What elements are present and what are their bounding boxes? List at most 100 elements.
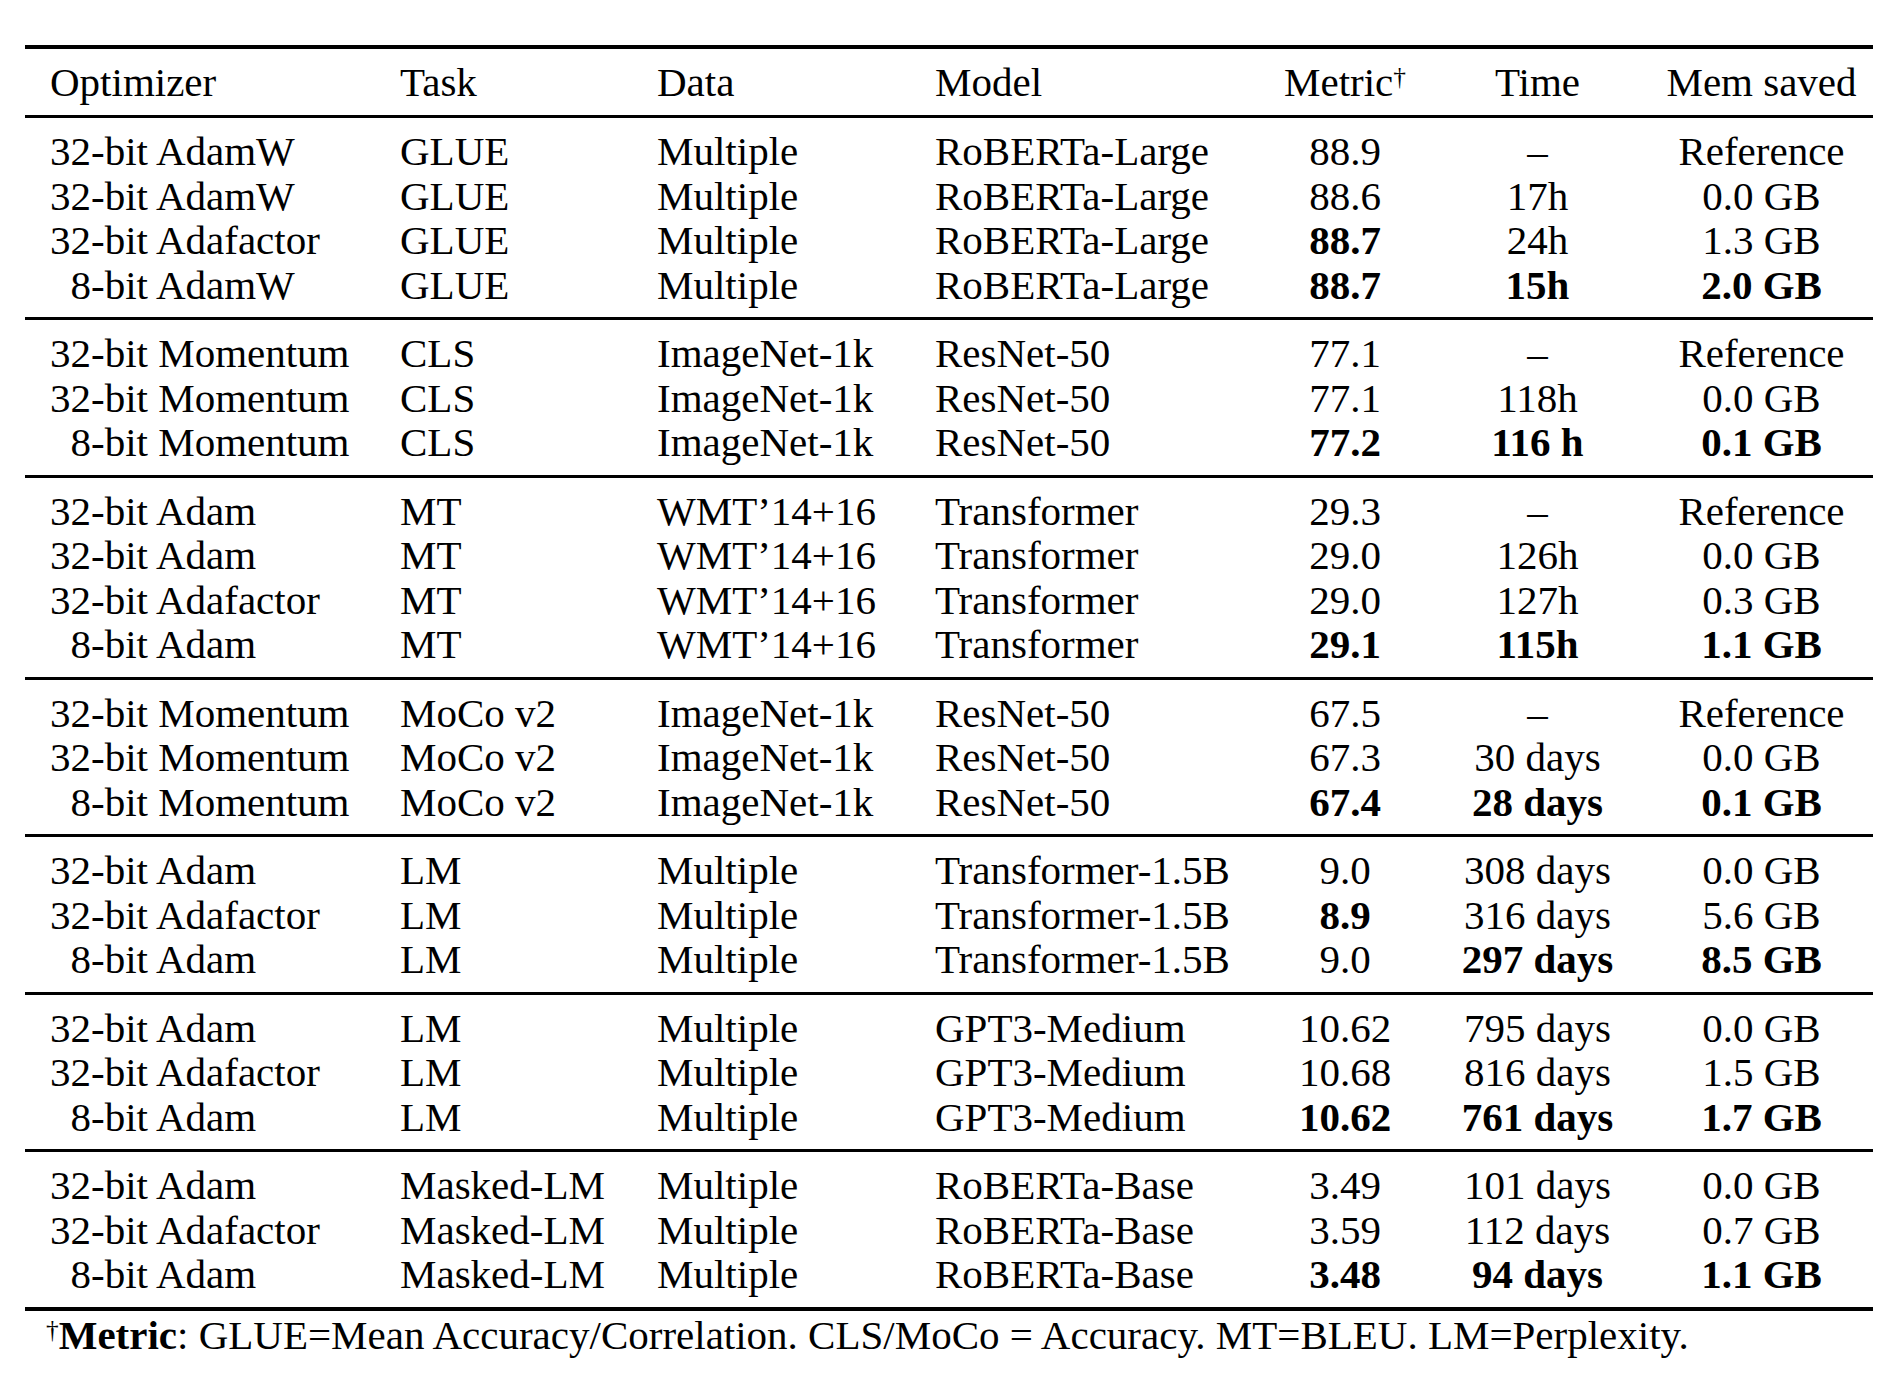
cell-data: Multiple — [657, 174, 935, 219]
cell-data: Multiple — [657, 1095, 935, 1151]
cell-optimizer: 32-bit Adafactor — [25, 218, 400, 263]
cell-metric: 8.9 — [1265, 893, 1425, 938]
cell-task: Masked-LM — [400, 1208, 657, 1253]
cell-metric: 29.0 — [1265, 578, 1425, 623]
table-row: 32-bit AdamMTWMT’14+16Transformer29.3–Re… — [25, 476, 1873, 533]
table-row: 32-bit AdamMasked-LMMultipleRoBERTa-Base… — [25, 1151, 1873, 1208]
cell-optimizer: 8-bit Momentum — [25, 780, 400, 836]
cell-model: ResNet-50 — [935, 319, 1265, 376]
cell-optimizer: 32-bit Adam — [25, 993, 400, 1050]
table-row: 32-bit AdafactorGLUEMultipleRoBERTa-Larg… — [25, 218, 1873, 263]
cell-data: Multiple — [657, 117, 935, 174]
cell-task: LM — [400, 937, 657, 993]
cell-mem-saved: 0.3 GB — [1650, 578, 1873, 623]
cell-data: Multiple — [657, 218, 935, 263]
cell-data: Multiple — [657, 263, 935, 319]
cell-task: MT — [400, 533, 657, 578]
cell-metric: 10.68 — [1265, 1050, 1425, 1095]
table-row: 32-bit AdamWGLUEMultipleRoBERTa-Large88.… — [25, 174, 1873, 219]
cell-task: CLS — [400, 376, 657, 421]
cell-time: – — [1425, 476, 1650, 533]
col-header-model: Model — [935, 47, 1265, 117]
dagger-icon: † — [46, 1315, 59, 1343]
cell-data: Multiple — [657, 1050, 935, 1095]
cell-model: Transformer — [935, 578, 1265, 623]
cell-task: MT — [400, 476, 657, 533]
table-row: 32-bit AdamMTWMT’14+16Transformer29.0126… — [25, 533, 1873, 578]
cell-optimizer: 32-bit Momentum — [25, 376, 400, 421]
cell-metric: 67.3 — [1265, 735, 1425, 780]
cell-metric: 29.0 — [1265, 533, 1425, 578]
cell-time: 115h — [1425, 622, 1650, 678]
cell-model: GPT3-Medium — [935, 1095, 1265, 1151]
cell-model: RoBERTa-Large — [935, 117, 1265, 174]
cell-data: WMT’14+16 — [657, 476, 935, 533]
col-header-metric: Metric† — [1265, 47, 1425, 117]
cell-model: RoBERTa-Base — [935, 1252, 1265, 1309]
table-row: 8-bit MomentumMoCo v2ImageNet-1kResNet-5… — [25, 780, 1873, 836]
cell-time: 17h — [1425, 174, 1650, 219]
cell-mem-saved: 2.0 GB — [1650, 263, 1873, 319]
cell-task: LM — [400, 993, 657, 1050]
table-row: 32-bit AdafactorMasked-LMMultipleRoBERTa… — [25, 1208, 1873, 1253]
cell-metric: 77.1 — [1265, 376, 1425, 421]
cell-task: MT — [400, 622, 657, 678]
cell-time: 112 days — [1425, 1208, 1650, 1253]
cell-model: Transformer — [935, 622, 1265, 678]
table-row: 32-bit AdamLMMultipleTransformer-1.5B9.0… — [25, 836, 1873, 893]
table-row: 8-bit AdamMTWMT’14+16Transformer29.1115h… — [25, 622, 1873, 678]
table-group-6: 32-bit AdamLMMultipleGPT3-Medium10.62795… — [25, 993, 1873, 1151]
cell-optimizer: 32-bit Momentum — [25, 678, 400, 735]
cell-metric: 88.7 — [1265, 263, 1425, 319]
cell-time: 118h — [1425, 376, 1650, 421]
cell-time: 15h — [1425, 263, 1650, 319]
cell-model: GPT3-Medium — [935, 993, 1265, 1050]
table-group-4: 32-bit MomentumMoCo v2ImageNet-1kResNet-… — [25, 678, 1873, 836]
cell-model: ResNet-50 — [935, 420, 1265, 476]
header-row: OptimizerTaskDataModelMetric†TimeMem sav… — [25, 47, 1873, 117]
cell-task: MT — [400, 578, 657, 623]
cell-model: ResNet-50 — [935, 780, 1265, 836]
cell-optimizer: 8-bit AdamW — [25, 263, 400, 319]
cell-data: Multiple — [657, 1151, 935, 1208]
cell-model: Transformer — [935, 533, 1265, 578]
cell-optimizer: 8-bit Adam — [25, 1252, 400, 1309]
table-row: 32-bit MomentumCLSImageNet-1kResNet-5077… — [25, 319, 1873, 376]
cell-optimizer: 32-bit Momentum — [25, 319, 400, 376]
footnote: †Metric: GLUE=Mean Accuracy/Correlation.… — [46, 1313, 1689, 1357]
table-group-7: 32-bit AdamMasked-LMMultipleRoBERTa-Base… — [25, 1151, 1873, 1309]
cell-time: – — [1425, 117, 1650, 174]
cell-mem-saved: 1.1 GB — [1650, 1252, 1873, 1309]
cell-metric: 67.4 — [1265, 780, 1425, 836]
cell-optimizer: 8-bit Momentum — [25, 420, 400, 476]
cell-optimizer: 8-bit Adam — [25, 1095, 400, 1151]
cell-metric: 88.6 — [1265, 174, 1425, 219]
cell-task: CLS — [400, 319, 657, 376]
cell-data: ImageNet-1k — [657, 376, 935, 421]
cell-time: 816 days — [1425, 1050, 1650, 1095]
col-header-data: Data — [657, 47, 935, 117]
cell-time: 101 days — [1425, 1151, 1650, 1208]
cell-mem-saved: 1.7 GB — [1650, 1095, 1873, 1151]
cell-time: 24h — [1425, 218, 1650, 263]
cell-data: WMT’14+16 — [657, 578, 935, 623]
cell-time: 126h — [1425, 533, 1650, 578]
cell-mem-saved: 1.1 GB — [1650, 622, 1873, 678]
cell-optimizer: 32-bit Adafactor — [25, 893, 400, 938]
cell-mem-saved: 0.0 GB — [1650, 1151, 1873, 1208]
cell-mem-saved: Reference — [1650, 678, 1873, 735]
cell-metric: 3.49 — [1265, 1151, 1425, 1208]
footnote-text: : GLUE=Mean Accuracy/Correlation. CLS/Mo… — [177, 1312, 1689, 1358]
cell-model: RoBERTa-Large — [935, 263, 1265, 319]
cell-mem-saved: 0.0 GB — [1650, 993, 1873, 1050]
table-group-2: 32-bit MomentumCLSImageNet-1kResNet-5077… — [25, 319, 1873, 477]
cell-task: GLUE — [400, 263, 657, 319]
cell-model: Transformer-1.5B — [935, 937, 1265, 993]
cell-data: Multiple — [657, 1252, 935, 1309]
cell-data: WMT’14+16 — [657, 533, 935, 578]
cell-data: ImageNet-1k — [657, 678, 935, 735]
cell-mem-saved: Reference — [1650, 117, 1873, 174]
cell-metric: 77.2 — [1265, 420, 1425, 476]
cell-optimizer: 32-bit Adam — [25, 836, 400, 893]
table-group-3: 32-bit AdamMTWMT’14+16Transformer29.3–Re… — [25, 476, 1873, 678]
